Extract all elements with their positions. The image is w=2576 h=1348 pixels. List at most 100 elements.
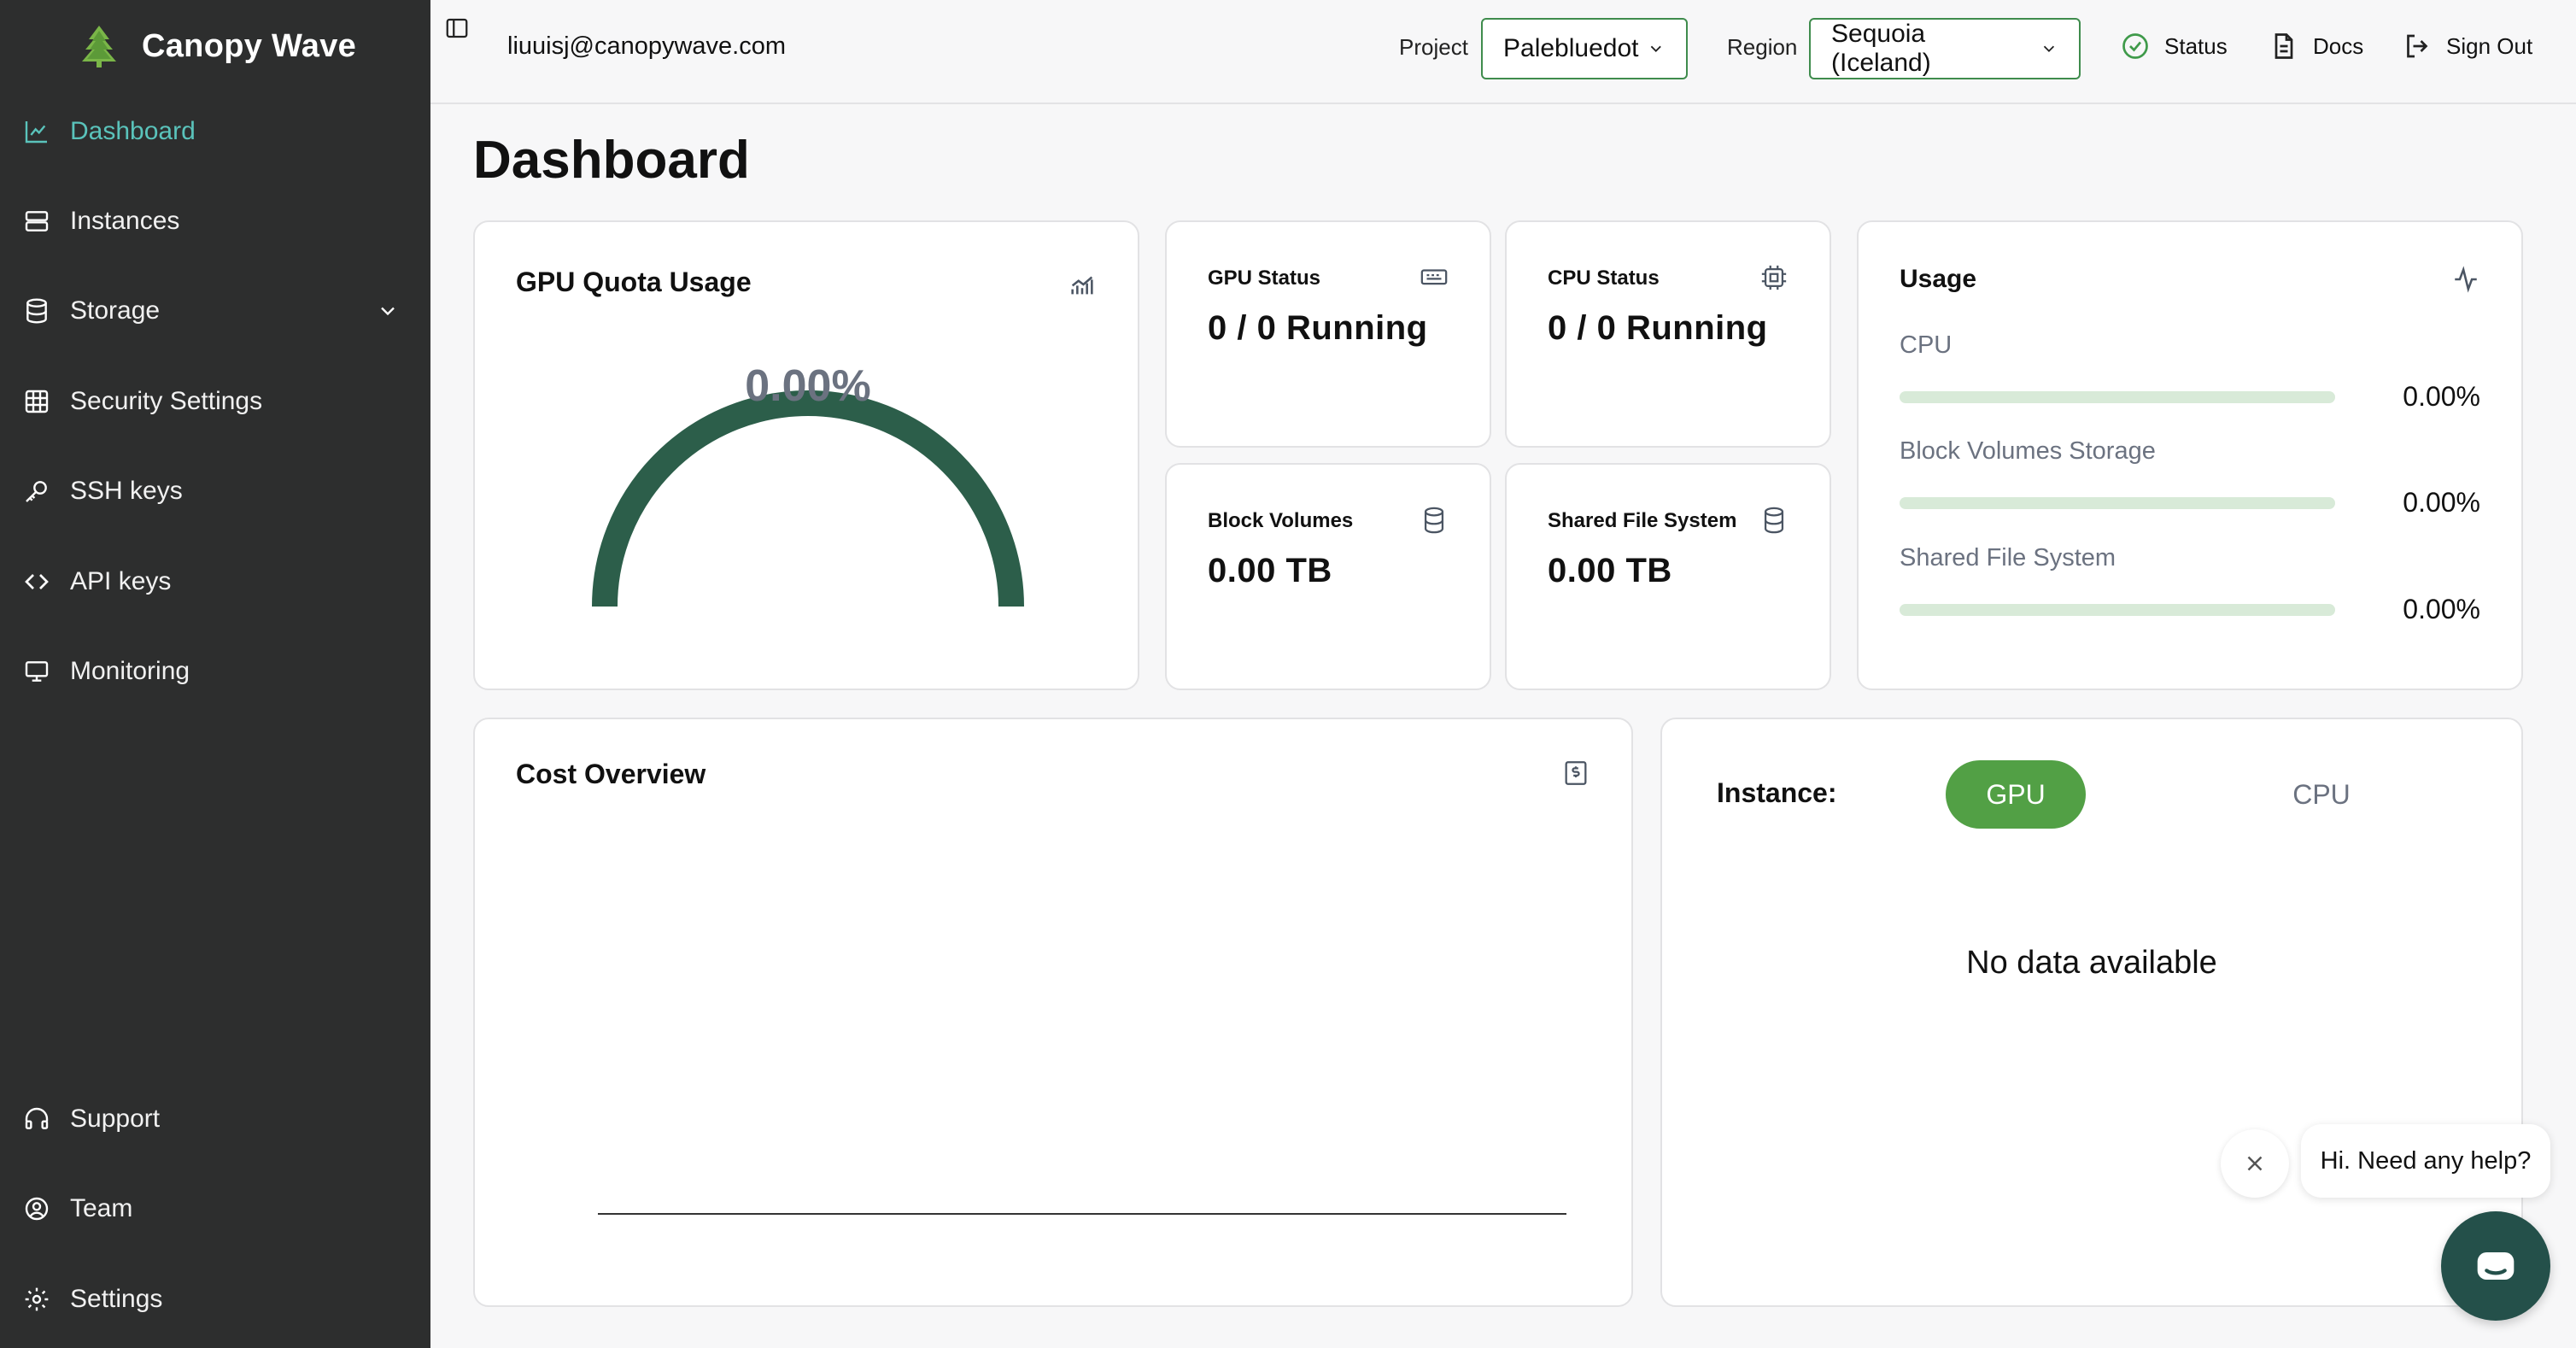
usage-title: Usage (1900, 265, 1977, 293)
sidebar-item-settings[interactable]: Settings (22, 1274, 408, 1325)
sidebar-item-monitoring[interactable]: Monitoring (22, 646, 408, 697)
sidebar-item-instances[interactable]: Instances (22, 196, 408, 247)
cost-overview-title: Cost Overview (516, 759, 706, 789)
usage-card: Usage CPU 0.00% Block Volumes Storage 0.… (1857, 220, 2523, 690)
gpu-quota-title: GPU Quota Usage (516, 267, 752, 297)
sidebar-item-support[interactable]: Support (22, 1093, 408, 1145)
sidebar-item-label: Security Settings (70, 387, 263, 415)
sidebar-item-api-keys[interactable]: API keys (22, 556, 408, 607)
block-volumes-card: Block Volumes 0.00 TB (1165, 463, 1491, 690)
sidebar-item-team[interactable]: Team (22, 1183, 408, 1234)
project-select[interactable]: Palebluedot (1481, 18, 1688, 79)
sidebar-item-label: API keys (70, 567, 172, 595)
cpu-status-value: 0 / 0 Running (1548, 309, 1768, 347)
gpu-status-card: GPU Status 0 / 0 Running (1165, 220, 1491, 448)
sidebar-item-label: Settings (70, 1285, 163, 1313)
status-label: Status (2164, 32, 2228, 59)
sidebar-item-label: Team (70, 1194, 133, 1222)
chevron-down-icon[interactable] (376, 299, 400, 323)
usage-label-block-volumes: Block Volumes Storage (1900, 437, 2156, 465)
usage-bar-block-volumes (1900, 497, 2335, 509)
headphones-icon (22, 1105, 51, 1134)
gpu-card-icon (1420, 269, 1448, 285)
receipt-icon (1565, 761, 1587, 785)
brand[interactable]: Canopy Wave (75, 21, 356, 72)
gpu-quota-value: 0.00% (745, 361, 871, 411)
region-select[interactable]: Sequoia (Iceland) (1809, 18, 2081, 79)
project-value: Palebluedot (1503, 34, 1639, 62)
gpu-status-title: GPU Status (1208, 267, 1321, 290)
user-circle-icon (22, 1194, 51, 1223)
code-icon (22, 567, 51, 596)
sign-out-link[interactable]: Sign Out (2402, 31, 2532, 62)
shared-fs-value: 0.00 TB (1548, 552, 1672, 589)
chat-greeting-text: Hi. Need any help? (2320, 1146, 2532, 1175)
cpu-status-title: CPU Status (1548, 267, 1660, 290)
block-volumes-value: 0.00 TB (1208, 552, 1332, 589)
sidebar-item-label: Storage (70, 296, 161, 325)
usage-pct-cpu: 0.00% (2403, 381, 2480, 412)
chevron-down-icon (1651, 45, 1662, 52)
database-icon (22, 296, 51, 325)
sidebar-item-ssh-keys[interactable]: SSH keys (22, 466, 408, 517)
sidebar-toggle-icon[interactable] (442, 15, 471, 41)
cpu-chip-icon (1761, 265, 1787, 290)
gpu-quota-card: GPU Quota Usage 0.00% (473, 220, 1139, 690)
chat-close-button[interactable] (2221, 1129, 2289, 1198)
activity-icon (2455, 266, 2477, 293)
grid-shield-icon (22, 387, 51, 416)
instance-panel: Instance: GPU CPU No data available (1660, 718, 2523, 1307)
sidebar-item-label: Support (70, 1105, 161, 1133)
check-circle-icon (2122, 33, 2148, 59)
usage-pct-shared-fs: 0.00% (2403, 594, 2480, 624)
chat-greeting-bubble[interactable]: Hi. Need any help? (2301, 1124, 2550, 1198)
sidebar-item-dashboard[interactable]: Dashboard (22, 106, 408, 157)
gpu-quota-gauge (592, 390, 1024, 607)
tree-logo-icon (82, 26, 116, 67)
region-value: Sequoia (Iceland) (1831, 20, 1931, 77)
topbar: liuuisj@canopywave.com Project Paleblued… (430, 0, 2576, 104)
cost-overview-card: Cost Overview (473, 718, 1633, 1307)
block-volumes-title: Block Volumes (1208, 509, 1354, 532)
region-label: Region (1727, 34, 1798, 60)
user-email: liuuisj@canopywave.com (507, 32, 787, 60)
close-icon (2247, 1156, 2263, 1171)
sidebar: Canopy Wave Dashboard Instances Storage (0, 0, 430, 1348)
document-icon (2274, 33, 2293, 59)
gpu-status-value: 0 / 0 Running (1208, 309, 1428, 347)
chart-line-icon (22, 117, 51, 146)
chat-icon (2477, 1252, 2515, 1280)
server-icon (22, 207, 51, 236)
chart-x-axis (598, 1213, 1566, 1215)
brand-name: Canopy Wave (142, 27, 357, 64)
database-icon (1424, 507, 1444, 534)
usage-pct-block-volumes: 0.00% (2403, 487, 2480, 518)
sidebar-item-label: Instances (70, 207, 180, 235)
project-label: Project (1399, 34, 1468, 60)
sidebar-item-label: Dashboard (70, 117, 196, 145)
status-link[interactable]: Status (2120, 31, 2228, 62)
usage-label-shared-fs: Shared File System (1900, 544, 2116, 571)
sidebar-item-label: Monitoring (70, 657, 190, 685)
instance-label: Instance: (1717, 777, 1837, 808)
usage-bar-cpu (1900, 391, 2335, 403)
docs-link[interactable]: Docs (2269, 31, 2363, 62)
empty-state-message: No data available (1966, 945, 2217, 981)
cpu-status-card: CPU Status 0 / 0 Running (1505, 220, 1831, 448)
bar-chart-trend-icon (1071, 276, 1093, 295)
sidebar-item-storage[interactable]: Storage (22, 285, 408, 337)
gear-icon (22, 1285, 51, 1314)
docs-label: Docs (2313, 32, 2364, 59)
tab-cpu[interactable]: CPU (2292, 778, 2351, 810)
key-icon (22, 477, 51, 506)
page-title: Dashboard (473, 131, 750, 190)
usage-label-cpu: CPU (1900, 331, 1952, 359)
monitor-icon (22, 657, 51, 686)
sidebar-item-security-settings[interactable]: Security Settings (22, 376, 408, 427)
chat-launcher-button[interactable] (2441, 1211, 2550, 1321)
usage-bar-shared-fs (1900, 604, 2335, 616)
shared-fs-card: Shared File System 0.00 TB (1505, 463, 1831, 690)
sign-out-label: Sign Out (2446, 32, 2533, 59)
tab-gpu[interactable]: GPU (1946, 760, 2086, 829)
